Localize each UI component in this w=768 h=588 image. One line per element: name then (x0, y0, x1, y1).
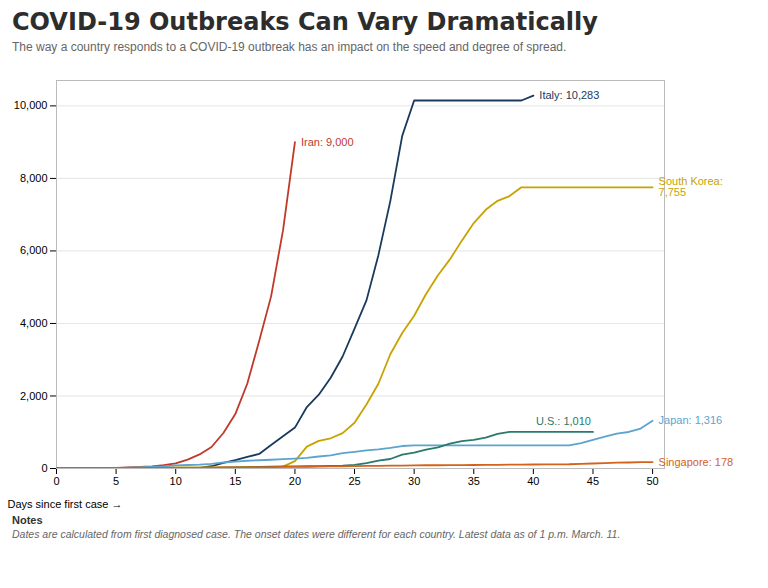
svg-text:50: 50 (646, 475, 658, 487)
svg-text:Iran: 9,000: Iran: 9,000 (301, 136, 354, 148)
svg-text:Days since first case →: Days since first case → (8, 498, 123, 510)
svg-text:Japan: 1,316: Japan: 1,316 (659, 414, 723, 426)
svg-text:0: 0 (41, 462, 47, 474)
html-text:The way a country responds to: The way a country responds to a COVID-19… (12, 40, 567, 54)
svg-text:45: 45 (587, 475, 599, 487)
svg-text:0: 0 (53, 475, 59, 487)
svg-text:35: 35 (468, 475, 480, 487)
svg-text:20: 20 (289, 475, 301, 487)
svg-text:Italy: 10,283: Italy: 10,283 (539, 89, 599, 101)
svg-text:5: 5 (113, 475, 119, 487)
svg-text:U.S.: 1,010: U.S.: 1,010 (536, 415, 591, 427)
svg-text:25: 25 (348, 475, 360, 487)
svg-text:6,000: 6,000 (20, 244, 48, 256)
svg-text:10: 10 (170, 475, 182, 487)
svg-text:10,000: 10,000 (14, 99, 48, 111)
html-text:Notes: Notes (12, 514, 43, 526)
svg-text:40: 40 (527, 475, 539, 487)
svg-text:2,000: 2,000 (20, 389, 48, 401)
svg-text:15: 15 (229, 475, 241, 487)
svg-text:8,000: 8,000 (20, 172, 48, 184)
svg-text:30: 30 (408, 475, 420, 487)
svg-text:South Korea:7,755: South Korea:7,755 (659, 175, 723, 198)
svg-text:4,000: 4,000 (20, 317, 48, 329)
svg-text:Singapore: 178: Singapore: 178 (659, 456, 734, 468)
html-text:COVID-19 Outbreaks Can Vary Dr: COVID-19 Outbreaks Can Vary Dramatically (12, 8, 598, 36)
html-text:Dates are calculated from firs: Dates are calculated from first diagnose… (12, 528, 621, 540)
